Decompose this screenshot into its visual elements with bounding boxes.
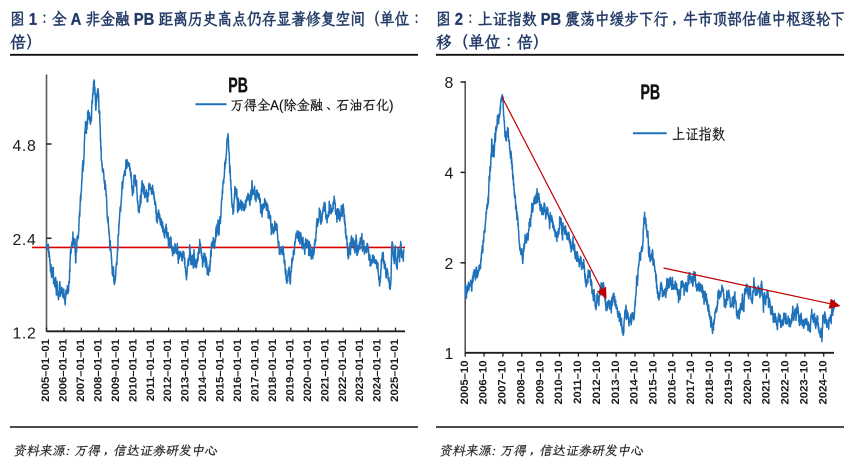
svg-text:2013–01–01: 2013–01–01 [180, 339, 192, 402]
svg-text:2019–01–01: 2019–01–01 [284, 339, 296, 402]
svg-text:2010–01–01: 2010–01–01 [127, 339, 139, 402]
svg-text:2014–01–01: 2014–01–01 [197, 339, 209, 402]
svg-text:2024–10: 2024–10 [817, 361, 829, 405]
svg-text:2017–10: 2017–10 [685, 361, 697, 405]
svg-text:2014–10: 2014–10 [629, 361, 641, 405]
svg-text:2015–01–01: 2015–01–01 [215, 339, 227, 402]
svg-text:2023–01–01: 2023–01–01 [354, 339, 366, 402]
svg-text:2020–10: 2020–10 [742, 361, 754, 405]
svg-text:2: 2 [445, 256, 455, 273]
svg-text:2006–10: 2006–10 [478, 361, 490, 405]
svg-text:2016–01–01: 2016–01–01 [232, 339, 244, 402]
svg-text:2.4: 2.4 [12, 232, 36, 249]
svg-text:2012–10: 2012–10 [591, 361, 603, 405]
svg-text:2024–01–01: 2024–01–01 [372, 339, 384, 402]
svg-text:2018–01–01: 2018–01–01 [267, 339, 279, 402]
svg-text:2019–10: 2019–10 [723, 361, 735, 405]
svg-text:2017–01–01: 2017–01–01 [250, 339, 262, 402]
svg-text:2009–10: 2009–10 [534, 361, 546, 405]
svg-text:2022–10: 2022–10 [780, 361, 792, 405]
svg-text:2011–10: 2011–10 [572, 361, 584, 404]
svg-text:2025–01–01: 2025–01–01 [389, 339, 401, 402]
svg-text:2013–10: 2013–10 [610, 361, 622, 405]
svg-text:2023–10: 2023–10 [799, 361, 811, 405]
svg-text:2005–01–01: 2005–01–01 [40, 339, 52, 402]
svg-text:2008–01–01: 2008–01–01 [92, 339, 104, 402]
svg-text:2022–01–01: 2022–01–01 [337, 339, 349, 402]
svg-text:2018–10: 2018–10 [704, 361, 716, 405]
svg-text:1.2: 1.2 [12, 325, 36, 342]
svg-text:2007–01–01: 2007–01–01 [75, 339, 87, 402]
svg-text:1: 1 [445, 346, 455, 363]
svg-text:2021–10: 2021–10 [761, 361, 773, 405]
svg-text:2011–01–01: 2011–01–01 [145, 339, 157, 401]
svg-text:2021–01–01: 2021–01–01 [319, 339, 331, 402]
svg-text:8: 8 [445, 75, 455, 92]
svg-text:2015–10: 2015–10 [648, 361, 660, 405]
svg-text:4.8: 4.8 [12, 138, 36, 155]
svg-text:2005–10: 2005–10 [459, 361, 471, 405]
svg-text:2009–01–01: 2009–01–01 [110, 339, 122, 402]
svg-text:2008–10: 2008–10 [515, 361, 527, 405]
svg-text:4: 4 [445, 165, 455, 182]
svg-text:2012–01–01: 2012–01–01 [162, 339, 174, 402]
svg-text:2010–10: 2010–10 [553, 361, 565, 405]
svg-text:2006–01–01: 2006–01–01 [58, 339, 70, 402]
svg-text:2020–01–01: 2020–01–01 [302, 339, 314, 402]
svg-text:2016–10: 2016–10 [666, 361, 678, 405]
svg-text:2007–10: 2007–10 [497, 361, 509, 405]
